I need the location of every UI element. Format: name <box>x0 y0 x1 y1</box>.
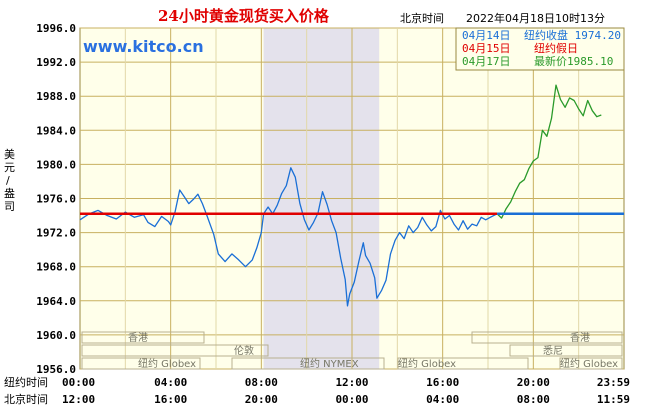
y-tick-2: 1988.0 <box>36 90 76 103</box>
market-hongkong-1: 香港 <box>128 332 148 344</box>
y-tick-6: 1972.0 <box>36 227 76 240</box>
timezone-label: 北京时间 <box>400 11 444 25</box>
price-series <box>79 84 624 307</box>
series-line-0 <box>79 167 498 307</box>
y-tick-7: 1968.0 <box>36 261 76 274</box>
legend-text-2: 最新价1985.10 <box>534 54 613 68</box>
ylabel-char-4: 司 <box>4 200 15 213</box>
ny-tick-5: 20:00 <box>517 376 550 389</box>
ylabel-char-2: / <box>6 174 10 187</box>
y-tick-9: 1960.0 <box>36 329 76 342</box>
market-ny-nymex: 纽约 NYMEX <box>300 357 359 370</box>
market-ny-globex-1: 纽约 Globex <box>138 357 196 370</box>
ylabel-char-0: 美 <box>4 148 15 161</box>
ny-tick-0: 00:00 <box>62 376 95 389</box>
y-axis-label: 美 元 / 盎 司 <box>4 148 19 213</box>
y-tick-labels: 1996.0 1992.0 1988.0 1984.0 1980.0 1976.0 1972… <box>36 22 76 376</box>
ylabel-char-3: 盎 <box>4 186 15 200</box>
bj-time-row-label: 北京时间 <box>4 392 48 406</box>
market-sessions <box>81 331 623 370</box>
y-tick-4: 1980.0 <box>36 158 76 171</box>
legend: 04月14日 纽约收盘 1974.20 04月15日 纽约假日 04月17日 最… <box>455 27 625 71</box>
legend-box <box>455 27 625 71</box>
legend-text-0: 纽约收盘 1974.20 <box>524 28 621 42</box>
market-london: 伦敦 <box>234 344 254 357</box>
legend-date-2: 04月17日 <box>462 55 511 68</box>
y-tick-10: 1956.0 <box>36 363 76 376</box>
x-tick-labels: 00:00 12:00 04:00 16:00 08:00 20:00 12:00 00:00… <box>62 376 630 406</box>
bj-tick-2: 20:00 <box>245 393 278 406</box>
ny-tick-1: 04:00 <box>154 376 187 389</box>
kitco-watermark: www.kitco.cn <box>83 37 204 56</box>
y-tick-3: 1984.0 <box>36 124 76 137</box>
ny-tick-4: 16:00 <box>426 376 459 389</box>
y-tick-5: 1976.0 <box>36 193 76 206</box>
series-line-2 <box>496 84 602 219</box>
y-tick-8: 1964.0 <box>36 295 76 308</box>
bj-tick-6: 11:59 <box>597 393 630 406</box>
ny-tick-2: 08:00 <box>245 376 278 389</box>
ny-tick-3: 12:00 <box>335 376 368 389</box>
ny-time-row-label: 纽约时间 <box>4 375 48 389</box>
market-sydney: 悉尼 <box>543 345 563 357</box>
bj-tick-1: 16:00 <box>154 393 187 406</box>
bj-tick-4: 04:00 <box>426 393 459 406</box>
legend-date-1: 04月15日 <box>462 42 511 55</box>
market-labels: 香港 香港 伦敦 悉尼 纽约 Globex 纽约 NYMEX 纽约 Globex… <box>128 332 618 370</box>
market-hongkong-2: 香港 <box>570 332 590 344</box>
market-ny-globex-3: 纽约 Globex <box>560 357 618 370</box>
bj-tick-0: 12:00 <box>62 393 95 406</box>
bj-tick-3: 00:00 <box>335 393 368 406</box>
chart-title: 24小时黄金现货买入价格 <box>158 7 330 25</box>
ny-tick-6: 23:59 <box>597 376 630 389</box>
legend-text-1: 纽约假日 <box>534 41 578 55</box>
ylabel-char-1: 元 <box>4 161 15 174</box>
market-ny-globex-2: 纽约 Globex <box>398 357 456 370</box>
y-tick-0: 1996.0 <box>36 22 76 35</box>
header-timestamp: 2022年04月18日10时13分 <box>466 11 605 25</box>
legend-date-0: 04月14日 <box>462 29 511 42</box>
y-tick-1: 1992.0 <box>36 56 76 69</box>
bj-tick-5: 08:00 <box>517 393 550 406</box>
